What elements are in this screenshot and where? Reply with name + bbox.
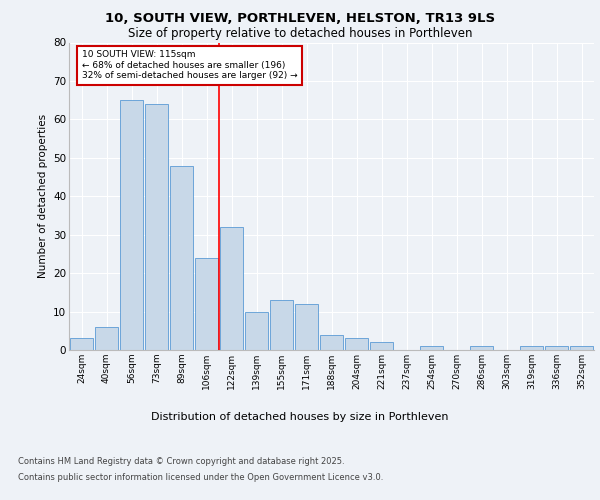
Bar xyxy=(120,100,143,350)
Text: Contains HM Land Registry data © Crown copyright and database right 2025.: Contains HM Land Registry data © Crown c… xyxy=(18,458,344,466)
Bar xyxy=(420,346,443,350)
Bar xyxy=(70,338,93,350)
Bar xyxy=(345,338,368,350)
Bar xyxy=(145,104,168,350)
Bar xyxy=(170,166,193,350)
Text: Size of property relative to detached houses in Porthleven: Size of property relative to detached ho… xyxy=(128,28,472,40)
Bar xyxy=(295,304,318,350)
Bar xyxy=(370,342,393,350)
Text: 10, SOUTH VIEW, PORTHLEVEN, HELSTON, TR13 9LS: 10, SOUTH VIEW, PORTHLEVEN, HELSTON, TR1… xyxy=(105,12,495,26)
Bar xyxy=(320,334,343,350)
Bar xyxy=(520,346,543,350)
Bar xyxy=(545,346,568,350)
Bar xyxy=(570,346,593,350)
Bar xyxy=(270,300,293,350)
Text: Distribution of detached houses by size in Porthleven: Distribution of detached houses by size … xyxy=(151,412,449,422)
Y-axis label: Number of detached properties: Number of detached properties xyxy=(38,114,47,278)
Text: 10 SOUTH VIEW: 115sqm
← 68% of detached houses are smaller (196)
32% of semi-det: 10 SOUTH VIEW: 115sqm ← 68% of detached … xyxy=(82,50,297,80)
Text: Contains public sector information licensed under the Open Government Licence v3: Contains public sector information licen… xyxy=(18,472,383,482)
Bar xyxy=(245,312,268,350)
Bar xyxy=(220,227,243,350)
Bar xyxy=(195,258,218,350)
Bar xyxy=(470,346,493,350)
Bar xyxy=(95,327,118,350)
